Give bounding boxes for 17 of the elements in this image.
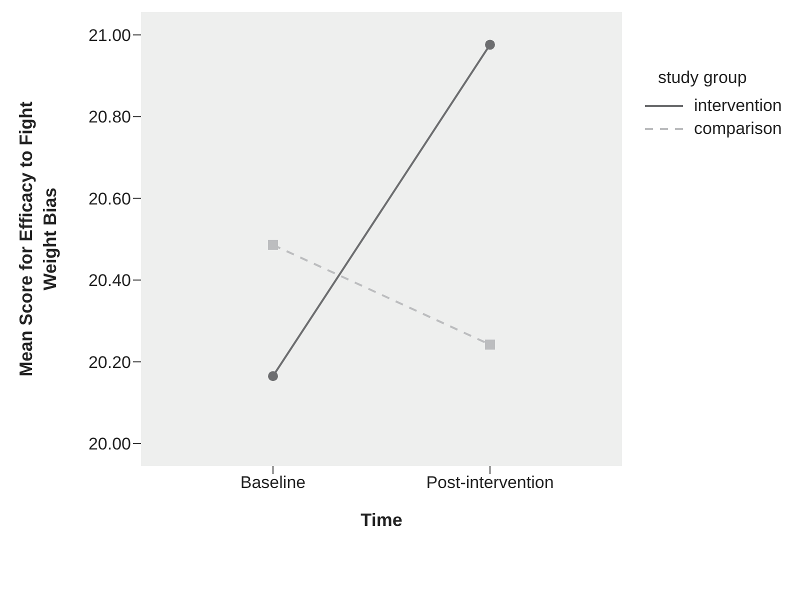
y-axis-title: Mean Score for Efficacy to Fight Weight Bias xyxy=(16,101,60,377)
y-tick-label: 20.40 xyxy=(88,271,131,290)
point xyxy=(268,371,278,382)
y-tick-label: 20.80 xyxy=(88,108,131,127)
legend-title: study group xyxy=(658,68,748,88)
point xyxy=(485,340,495,350)
point xyxy=(485,40,495,50)
x-axis-title: Time xyxy=(360,510,402,530)
y-tick-label: 21.00 xyxy=(88,26,131,45)
legend-label: comparison xyxy=(694,118,782,138)
y-tick-label: 20.00 xyxy=(88,434,131,454)
legend-label: intervention xyxy=(694,96,782,116)
y-tick-label: 20.60 xyxy=(88,189,131,208)
x-tick-label: Post-intervention xyxy=(426,473,554,492)
point xyxy=(268,240,278,250)
y-tick-label: 20.20 xyxy=(88,352,131,372)
x-tick-label: Baseline xyxy=(240,473,306,492)
